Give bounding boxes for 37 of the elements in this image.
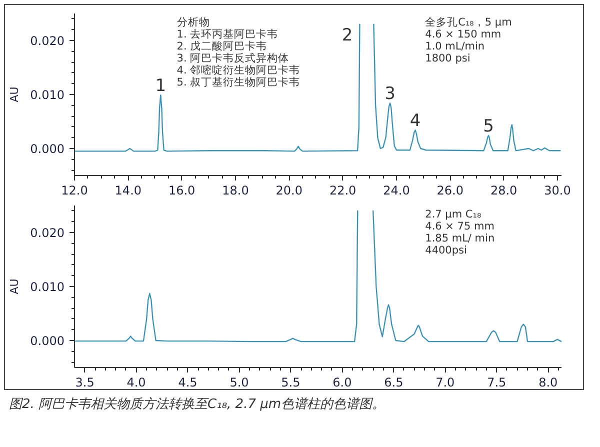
x-tick-label: 8.0: [538, 376, 558, 390]
y-tick-label: 0.000: [30, 142, 65, 156]
x-tick-label: 18.0: [222, 184, 249, 198]
annotation: 4: [410, 111, 421, 132]
annotation: 全多孔C₁₈，5 μm 4.6 × 150 mm 1.0 mL/min 1800 psi: [425, 16, 512, 64]
x-tick-label: 24.0: [383, 184, 410, 198]
annotation: 3: [384, 84, 396, 104]
annotation: 分析物 1. 去环丙基阿巴卡韦 2. 戊二酸阿巴卡韦 3. 阿巴卡韦反式异构体 4. 邻嘧啶衍生物阿巴卡韦 5. 叔丁基衍生物阿巴卡韦: [176, 16, 300, 88]
x-tick-label: 7.0: [436, 376, 455, 390]
y-tick-label: 0.000: [30, 334, 65, 348]
x-tick-label: 5.0: [230, 376, 249, 390]
annotation: 2.7 μm C₁₈ 4.6 × 75 mm 1.85 mL/ min 4400psi: [425, 208, 495, 256]
x-tick-label: 26.0: [436, 184, 464, 198]
y-tick-label: 0.010: [30, 280, 65, 294]
x-tick-label: 3.5: [75, 376, 94, 390]
x-tick-label: 14.0: [114, 184, 142, 198]
x-tick-label: 30.0: [544, 184, 571, 198]
x-tick-label: 7.5: [487, 376, 506, 390]
x-tick-label: 4.5: [178, 376, 198, 390]
y-axis-title: AU: [8, 278, 22, 294]
x-tick-label: 6.5: [384, 376, 404, 390]
annotation: 2: [342, 25, 353, 46]
y-tick-label: 0.010: [30, 88, 65, 102]
annotation: 1: [155, 76, 166, 96]
y-axis-title: AU: [8, 86, 22, 102]
x-tick-label: 6.0: [332, 376, 352, 390]
x-tick-label: 16.0: [168, 184, 196, 198]
x-tick-label: 4.0: [126, 376, 146, 390]
y-tick-label: 0.020: [30, 34, 65, 48]
annotation: 5: [483, 116, 494, 137]
x-tick-label: 5.5: [281, 376, 300, 390]
x-tick-label: 20.0: [276, 184, 303, 198]
x-tick-label: 22.0: [329, 184, 356, 198]
caption: 图2. 阿巴卡韦相关物质方法转换至C₁₈, 2.7 μm色谱柱的色谱图。: [9, 396, 386, 414]
y-tick-label: 0.020: [30, 226, 65, 240]
x-tick-label: 28.0: [490, 184, 518, 198]
x-tick-label: 12.0: [61, 184, 88, 198]
